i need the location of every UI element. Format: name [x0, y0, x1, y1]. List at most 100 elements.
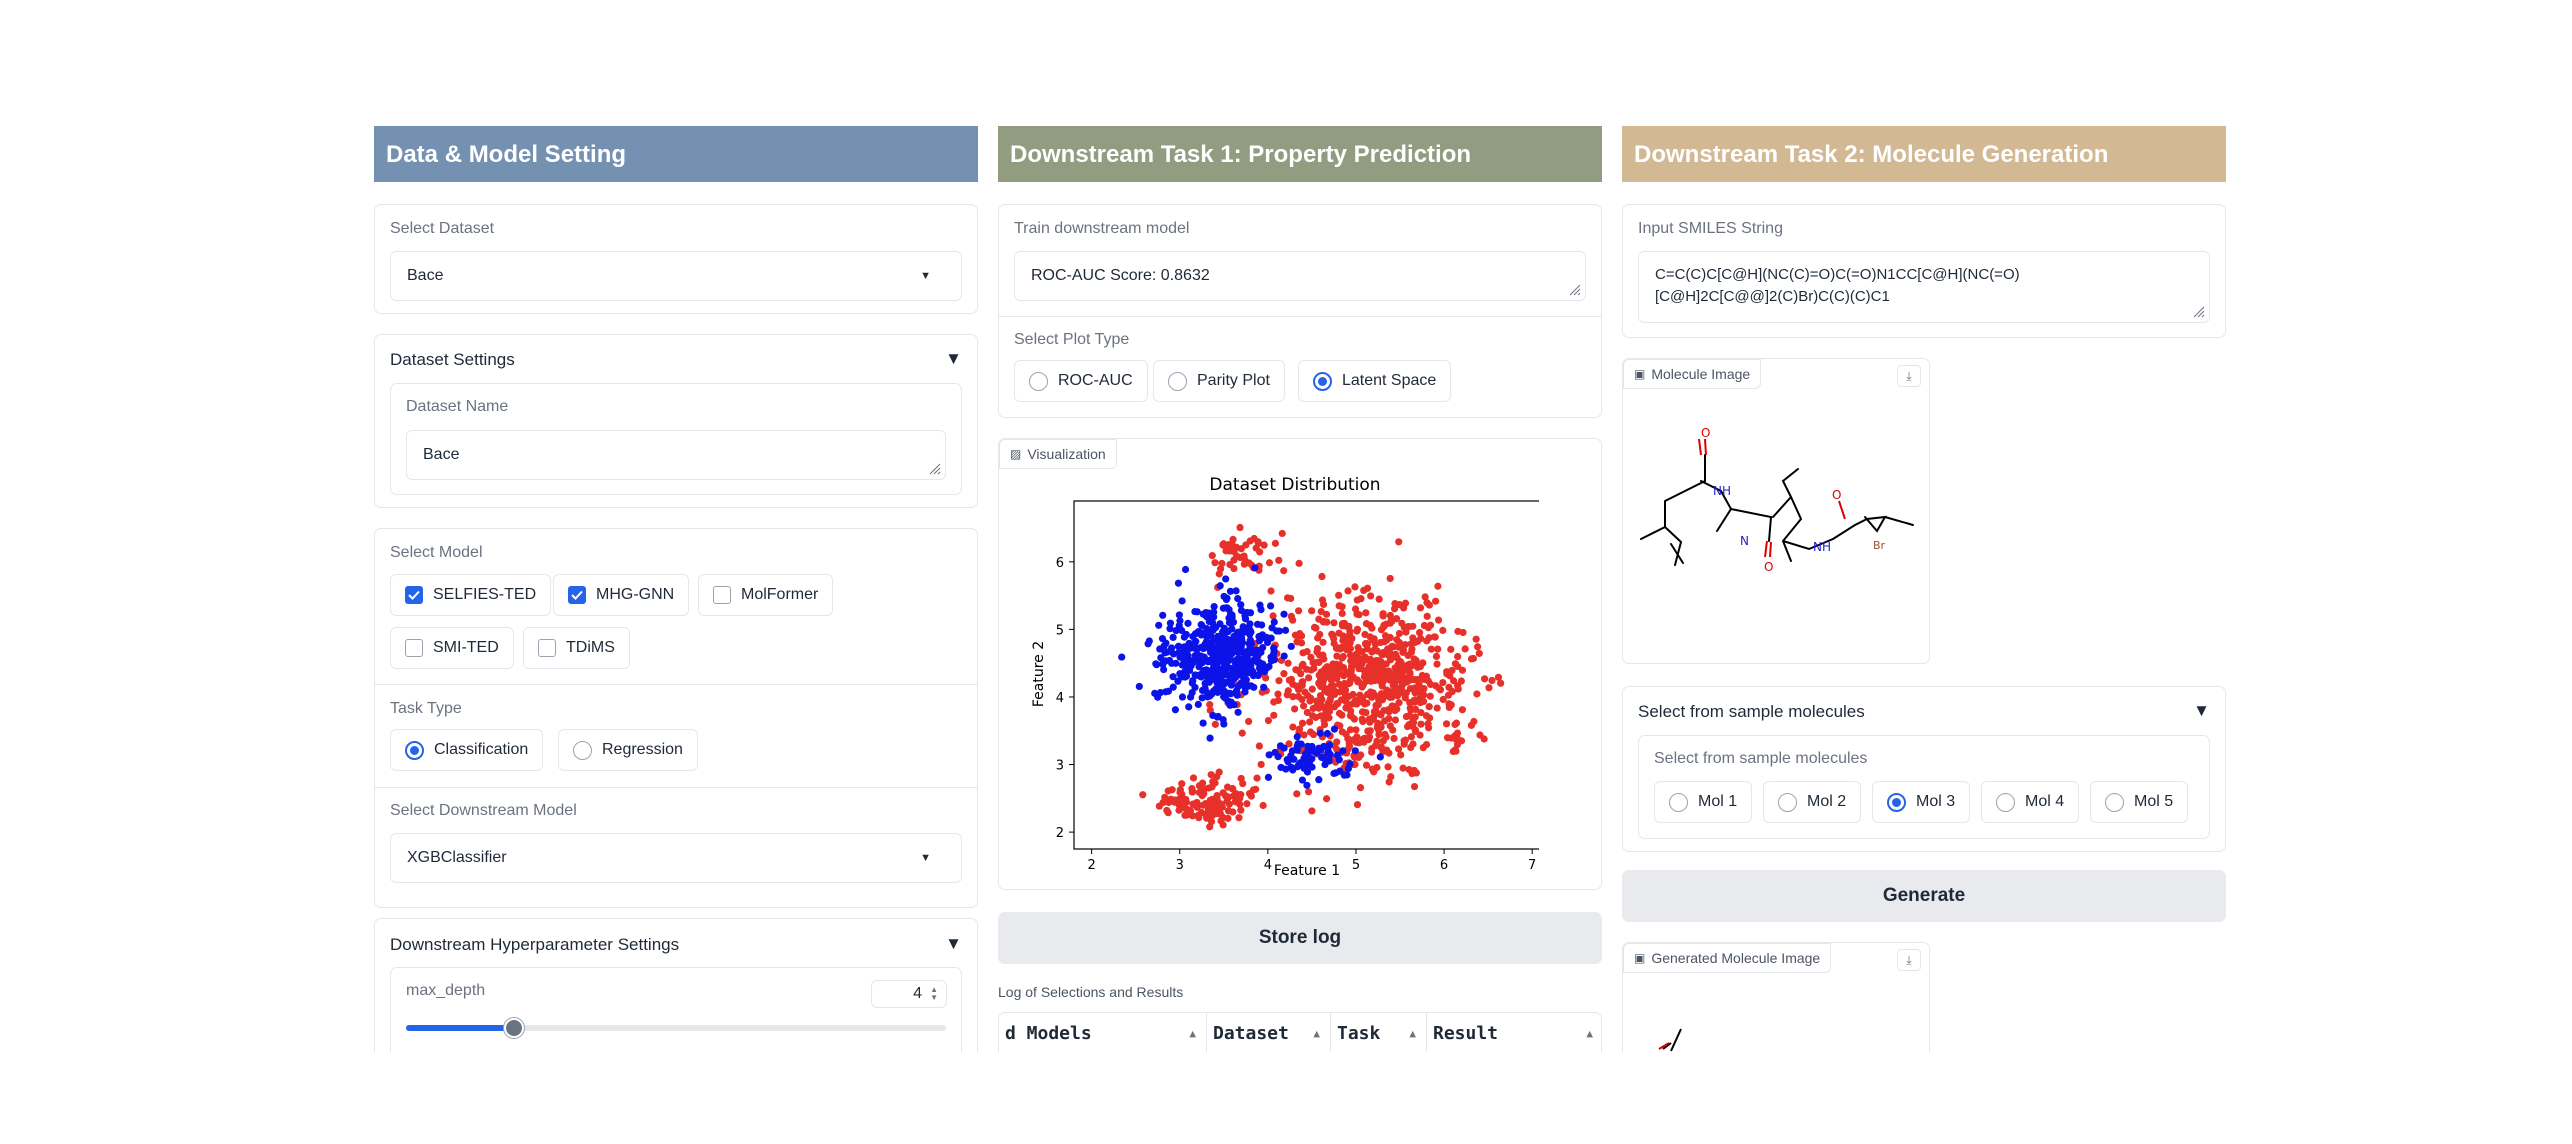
- checkbox[interactable]: [405, 639, 423, 657]
- scatter-point: [1384, 763, 1392, 771]
- train-result-textbox[interactable]: ROC-AUC Score: 0.8632: [1014, 251, 1586, 301]
- checkbox[interactable]: [538, 639, 556, 657]
- log-column-header[interactable]: Result ▲: [1427, 1013, 1602, 1052]
- radio[interactable]: [573, 740, 592, 760]
- scatter-point: [1423, 612, 1431, 620]
- plot-radio-roc-auc[interactable]: ROC-AUC: [1014, 360, 1148, 402]
- scatter-point: [1293, 638, 1301, 646]
- dataset-name-label: Dataset Name: [406, 398, 509, 415]
- dataset-dropdown[interactable]: Bace ▼: [390, 251, 962, 301]
- sample-radio-mol-2[interactable]: Mol 2: [1763, 781, 1862, 823]
- scatter-point: [1436, 686, 1445, 694]
- dataset-settings-title[interactable]: Dataset Settings: [390, 350, 515, 369]
- scatter-point: [1434, 582, 1442, 590]
- scatter-point: [1298, 776, 1307, 784]
- dataset-name-input[interactable]: Bace: [406, 430, 946, 480]
- resize-handle-icon[interactable]: [1569, 284, 1581, 296]
- scatter-point: [1201, 800, 1210, 808]
- resize-handle-icon[interactable]: [929, 463, 941, 475]
- log-column-header[interactable]: Dataset ▲: [1207, 1013, 1331, 1052]
- scatter-point: [1353, 801, 1362, 809]
- sample-radio-mol-5[interactable]: Mol 5: [2090, 781, 2189, 823]
- triangle-down-icon[interactable]: ▼: [945, 349, 962, 368]
- max-depth-slider-track[interactable]: [406, 1018, 946, 1038]
- scatter-point: [1292, 666, 1300, 674]
- scatter-point: [1235, 664, 1244, 673]
- hyperparameter-title[interactable]: Downstream Hyperparameter Settings: [390, 935, 680, 954]
- scatter-point: [1475, 649, 1483, 658]
- scatter-point: [1227, 679, 1235, 687]
- radio[interactable]: [1778, 792, 1797, 812]
- scatter-point: [1400, 604, 1408, 612]
- resize-handle-icon[interactable]: [2193, 306, 2205, 318]
- scatter-point: [1346, 760, 1354, 768]
- model-checkbox-smi-ted[interactable]: SMI-TED: [390, 627, 514, 669]
- radio[interactable]: [1313, 371, 1332, 391]
- radio[interactable]: [1669, 792, 1688, 812]
- task-radio-classification[interactable]: Classification: [390, 729, 544, 771]
- triangle-down-icon[interactable]: ▼: [2193, 701, 2210, 720]
- radio[interactable]: [1168, 371, 1187, 391]
- smiles-label: Input SMILES String: [1638, 220, 1783, 237]
- radio[interactable]: [405, 740, 424, 760]
- radio[interactable]: [2105, 792, 2124, 812]
- log-column-header[interactable]: d Models ▲: [999, 1013, 1207, 1052]
- scatter-point: [1223, 664, 1231, 672]
- sort-icon[interactable]: ▲: [1409, 1026, 1416, 1040]
- scatter-point: [1430, 633, 1439, 641]
- model-checkbox-mhg-gnn[interactable]: MHG-GNN: [553, 574, 690, 616]
- plot-option-label: ROC-AUC: [1058, 372, 1133, 389]
- sample-radio-mol-4[interactable]: Mol 4: [1981, 781, 2080, 823]
- radio[interactable]: [1887, 792, 1906, 812]
- sample-radio-mol-1[interactable]: Mol 1: [1654, 781, 1753, 823]
- model-checkbox-tdims[interactable]: TDiMS: [523, 627, 630, 669]
- task-radio-regression[interactable]: Regression: [558, 729, 698, 771]
- scatter-point: [1409, 622, 1417, 630]
- scatter-point: [1207, 616, 1215, 625]
- model-settings-block: Select Model SELFIES-TED MHG-GNN MolForm…: [374, 528, 978, 908]
- plot-radio-latent-space[interactable]: Latent Space: [1298, 360, 1452, 402]
- scatter-point: [1358, 715, 1366, 723]
- plot-radio-parity-plot[interactable]: Parity Plot: [1153, 360, 1285, 402]
- radio[interactable]: [1996, 792, 2015, 812]
- scatter-point: [1329, 671, 1337, 679]
- max-depth-slider-thumb[interactable]: [504, 1018, 524, 1038]
- scatter-point: [1396, 657, 1404, 666]
- sort-icon[interactable]: ▲: [1586, 1026, 1593, 1040]
- scatter-point: [1171, 706, 1179, 714]
- sort-icon[interactable]: ▲: [1313, 1026, 1320, 1040]
- scatter-point: [1256, 659, 1264, 667]
- spinner-icon[interactable]: ▲ ▼: [930, 985, 938, 1002]
- model-checkbox-selfies-ted[interactable]: SELFIES-TED: [390, 574, 552, 616]
- downstream-model-dropdown[interactable]: XGBClassifier ▼: [390, 833, 962, 883]
- model-checkbox-molformer[interactable]: MolFormer: [698, 574, 834, 616]
- scatter-point: [1224, 814, 1232, 822]
- store-log-button[interactable]: Store log: [998, 912, 1602, 964]
- scatter-point: [1324, 747, 1332, 755]
- download-icon[interactable]: ⤓: [1897, 949, 1921, 971]
- max-depth-number-input[interactable]: 4 ▲ ▼: [871, 980, 947, 1008]
- log-column-header[interactable]: Task ▲: [1331, 1013, 1427, 1052]
- smiles-input[interactable]: C=C(C)C[C@H](NC(C)=O)C(=O)N1CC[C@H](NC(=…: [1638, 251, 2210, 323]
- scatter-point: [1394, 690, 1403, 698]
- dataset-value: Bace: [407, 267, 444, 284]
- scatter-point: [1344, 587, 1352, 595]
- download-icon[interactable]: ⤓: [1897, 365, 1921, 387]
- sample-molecules-title[interactable]: Select from sample molecules: [1638, 702, 1865, 721]
- sample-radio-mol-3[interactable]: Mol 3: [1872, 781, 1971, 823]
- checkbox[interactable]: [405, 586, 423, 604]
- scatter-point: [1216, 582, 1224, 590]
- scatter-point: [1237, 545, 1245, 553]
- radio[interactable]: [1029, 371, 1048, 391]
- sort-icon[interactable]: ▲: [1189, 1026, 1196, 1040]
- triangle-down-icon[interactable]: ▼: [945, 934, 962, 953]
- caret-down-icon: ▼: [920, 270, 931, 282]
- scatter-point: [1416, 629, 1424, 637]
- checkbox[interactable]: [568, 586, 586, 604]
- generate-button[interactable]: Generate: [1622, 870, 2226, 922]
- scatter-point: [1161, 649, 1169, 657]
- checkbox[interactable]: [713, 586, 731, 604]
- column-header: Data & Model Setting: [374, 126, 978, 182]
- column-title: Downstream Task 2: Molecule Generation: [1634, 141, 2109, 168]
- scatter-point: [1386, 574, 1394, 583]
